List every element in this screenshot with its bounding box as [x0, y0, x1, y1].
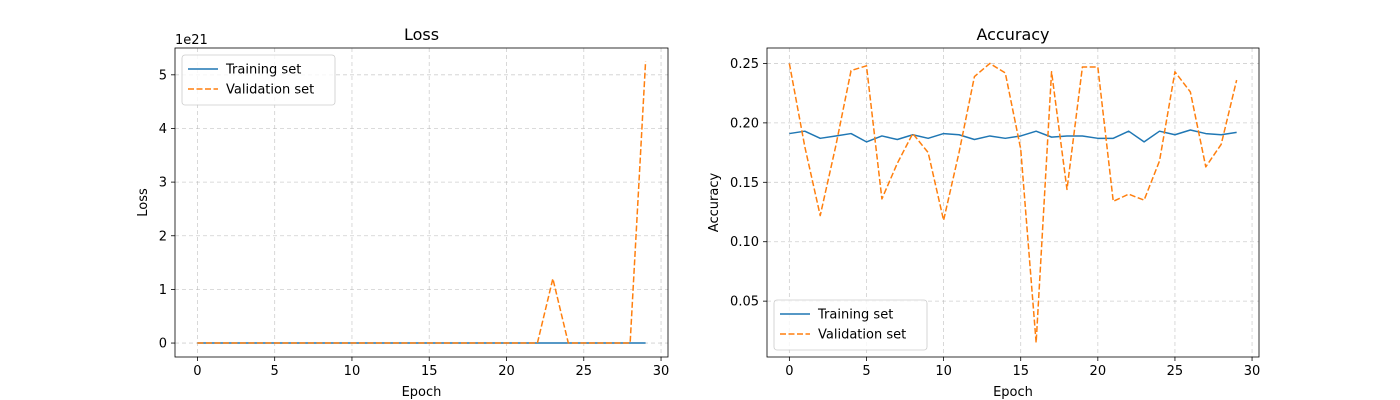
chart-panel-1: 0 5 10 15 20 25 30 0 1 2 3 4 5 Loss Epoch Loss 1e21 Train… [136, 25, 669, 400]
chart-title: Accuracy [976, 25, 1049, 44]
legend: Training set Validation set [181, 54, 336, 106]
plot-frame [766, 47, 1260, 358]
y-tick-label: 0.10 [730, 235, 759, 250]
legend: Training set Validation set [773, 299, 928, 351]
series-line-training-set [789, 129, 1237, 143]
x-tick-label: 15 [421, 364, 438, 379]
legend-label: Training set [225, 63, 301, 78]
x-tick-label: 30 [653, 364, 670, 379]
y-tick-label: 0.15 [730, 176, 759, 191]
x-tick-label: 10 [935, 364, 952, 379]
legend-frame [773, 299, 928, 351]
x-tick-label: 30 [1244, 364, 1261, 379]
x-axis-label: Epoch [993, 385, 1033, 400]
y-tick-label: 3 [159, 176, 167, 191]
series-line-validation-set [788, 62, 1238, 344]
y-tick-label: 1 [159, 283, 167, 298]
x-tick-label: 25 [575, 364, 592, 379]
x-tick-label: 5 [271, 364, 279, 379]
legend-label: Training set [817, 308, 893, 323]
legend-frame [181, 54, 336, 106]
y-axis-label: Accuracy [707, 173, 722, 233]
axis-offset-label: 1e21 [175, 33, 208, 48]
x-tick-label: 5 [862, 364, 870, 379]
legend-label: Validation set [226, 83, 314, 98]
x-axis-label: Epoch [402, 385, 442, 400]
x-tick-label: 20 [1090, 364, 1107, 379]
x-tick-label: 0 [785, 364, 793, 379]
x-tick-label: 10 [344, 364, 361, 379]
y-tick-label: 5 [159, 68, 167, 83]
series-line-validation-set [197, 61, 647, 344]
y-tick-label: 0.25 [730, 57, 759, 72]
y-tick-label: 0.05 [730, 295, 759, 310]
x-tick-label: 25 [1167, 364, 1184, 379]
chart-panel-2: 0 5 10 15 20 25 30 0.05 0.10 0.15 0.20 0.25 Accuracy… [707, 25, 1260, 400]
x-tick-label: 20 [498, 364, 515, 379]
x-tick-label: 15 [1012, 364, 1029, 379]
y-tick-label: 2 [159, 229, 167, 244]
plot-frame [174, 47, 669, 358]
legend-label: Validation set [818, 328, 906, 343]
x-tick-label: 0 [193, 364, 201, 379]
chart-title: Loss [404, 25, 439, 44]
y-axis-label: Loss [136, 188, 151, 217]
y-tick-label: 0 [159, 337, 167, 352]
y-tick-label: 0.20 [730, 116, 759, 131]
y-tick-label: 4 [159, 122, 167, 137]
